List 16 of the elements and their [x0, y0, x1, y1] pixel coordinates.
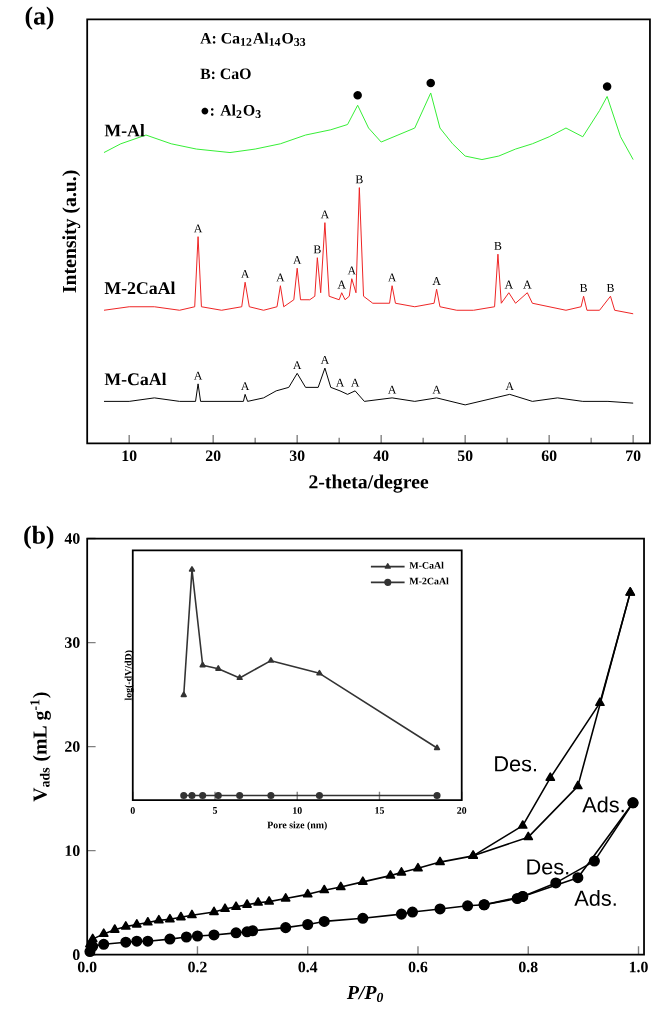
annotation: Des.	[527, 859, 569, 875]
x-axis-title: P/P$_{0}$	[346, 985, 384, 1003]
chart-title: (a)	[25, 6, 54, 30]
series-label: M-2CaAl	[104, 281, 176, 295]
series-label: M-CaAl	[104, 372, 167, 386]
x-axis-title: 2-theta/degree	[309, 474, 429, 493]
annotation: Ads.	[582, 796, 624, 813]
annotation: ●	[602, 82, 612, 91]
chart-title: (b)	[24, 525, 54, 550]
annotation: ●	[426, 78, 436, 88]
annotation: Des.	[495, 756, 537, 772]
y-axis-title: Intensity (a.u.)	[62, 170, 81, 293]
y-axis-title: V$_{ads}$ (mL g$^{-1}$)	[30, 692, 51, 802]
series-label: M-Al	[104, 124, 145, 137]
annotation: Ads.	[574, 890, 616, 906]
annotation: ●	[353, 91, 362, 100]
